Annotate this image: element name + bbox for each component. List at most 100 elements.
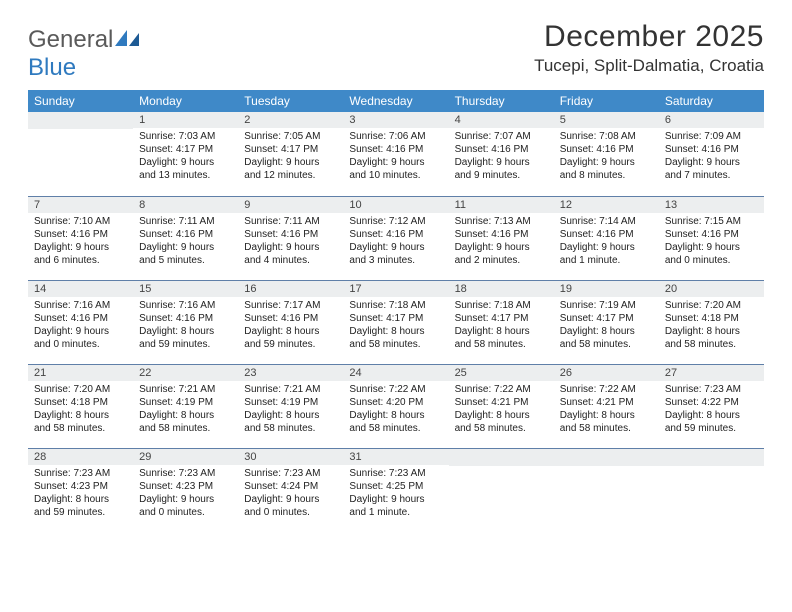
day-number: 27 <box>659 365 764 381</box>
day-line: Sunset: 4:16 PM <box>455 228 548 241</box>
day-number: 28 <box>28 449 133 465</box>
day-line: Daylight: 9 hours and 2 minutes. <box>455 241 548 267</box>
day-line: Sunrise: 7:16 AM <box>139 299 232 312</box>
day-line: Sunrise: 7:13 AM <box>455 215 548 228</box>
day-number: 14 <box>28 281 133 297</box>
day-body: Sunrise: 7:11 AMSunset: 4:16 PMDaylight:… <box>133 213 238 271</box>
day-line: Sunset: 4:18 PM <box>34 396 127 409</box>
day-number: 13 <box>659 197 764 213</box>
day-line: Daylight: 9 hours and 3 minutes. <box>349 241 442 267</box>
day-line: Daylight: 9 hours and 7 minutes. <box>665 156 758 182</box>
day-number: 21 <box>28 365 133 381</box>
day-number: 31 <box>343 449 448 465</box>
calendar-cell <box>554 448 659 532</box>
day-number: 24 <box>343 365 448 381</box>
day-line: Sunrise: 7:07 AM <box>455 130 548 143</box>
day-body: Sunrise: 7:22 AMSunset: 4:21 PMDaylight:… <box>554 381 659 439</box>
day-line: Sunset: 4:23 PM <box>139 480 232 493</box>
header: General Blue December 2025 Tucepi, Split… <box>28 20 764 82</box>
calendar-cell <box>659 448 764 532</box>
calendar-table: SundayMondayTuesdayWednesdayThursdayFrid… <box>28 90 764 532</box>
logo: General Blue <box>28 20 141 82</box>
day-line: Sunset: 4:19 PM <box>244 396 337 409</box>
day-line: Sunrise: 7:12 AM <box>349 215 442 228</box>
day-number <box>28 112 133 129</box>
calendar-cell: 13Sunrise: 7:15 AMSunset: 4:16 PMDayligh… <box>659 196 764 280</box>
day-line: Daylight: 8 hours and 58 minutes. <box>560 325 653 351</box>
day-number: 11 <box>449 197 554 213</box>
day-body: Sunrise: 7:20 AMSunset: 4:18 PMDaylight:… <box>28 381 133 439</box>
calendar-week: 1Sunrise: 7:03 AMSunset: 4:17 PMDaylight… <box>28 112 764 196</box>
calendar-cell: 3Sunrise: 7:06 AMSunset: 4:16 PMDaylight… <box>343 112 448 196</box>
day-line: Sunrise: 7:22 AM <box>560 383 653 396</box>
day-line: Daylight: 8 hours and 59 minutes. <box>139 325 232 351</box>
calendar-cell: 14Sunrise: 7:16 AMSunset: 4:16 PMDayligh… <box>28 280 133 364</box>
day-line: Sunrise: 7:08 AM <box>560 130 653 143</box>
day-body: Sunrise: 7:17 AMSunset: 4:16 PMDaylight:… <box>238 297 343 355</box>
day-line: Sunrise: 7:22 AM <box>349 383 442 396</box>
day-line: Daylight: 9 hours and 6 minutes. <box>34 241 127 267</box>
logo-word1: General <box>28 26 113 53</box>
day-number: 20 <box>659 281 764 297</box>
day-header: Tuesday <box>238 90 343 112</box>
calendar-cell: 30Sunrise: 7:23 AMSunset: 4:24 PMDayligh… <box>238 448 343 532</box>
day-line: Sunrise: 7:22 AM <box>455 383 548 396</box>
day-body: Sunrise: 7:08 AMSunset: 4:16 PMDaylight:… <box>554 128 659 186</box>
day-line: Sunset: 4:21 PM <box>455 396 548 409</box>
day-body: Sunrise: 7:07 AMSunset: 4:16 PMDaylight:… <box>449 128 554 186</box>
day-number: 17 <box>343 281 448 297</box>
calendar-cell: 23Sunrise: 7:21 AMSunset: 4:19 PMDayligh… <box>238 364 343 448</box>
day-line: Daylight: 8 hours and 58 minutes. <box>560 409 653 435</box>
calendar-cell: 25Sunrise: 7:22 AMSunset: 4:21 PMDayligh… <box>449 364 554 448</box>
day-line: Sunrise: 7:17 AM <box>244 299 337 312</box>
calendar-cell: 27Sunrise: 7:23 AMSunset: 4:22 PMDayligh… <box>659 364 764 448</box>
day-line: Sunset: 4:24 PM <box>244 480 337 493</box>
day-body: Sunrise: 7:20 AMSunset: 4:18 PMDaylight:… <box>659 297 764 355</box>
day-body: Sunrise: 7:23 AMSunset: 4:23 PMDaylight:… <box>28 465 133 523</box>
day-line: Sunset: 4:16 PM <box>560 228 653 241</box>
day-line: Sunset: 4:22 PM <box>665 396 758 409</box>
day-line: Sunrise: 7:03 AM <box>139 130 232 143</box>
day-line: Sunrise: 7:09 AM <box>665 130 758 143</box>
day-line: Daylight: 9 hours and 12 minutes. <box>244 156 337 182</box>
day-header: Thursday <box>449 90 554 112</box>
day-line: Sunrise: 7:20 AM <box>665 299 758 312</box>
calendar-cell: 28Sunrise: 7:23 AMSunset: 4:23 PMDayligh… <box>28 448 133 532</box>
day-line: Sunrise: 7:11 AM <box>244 215 337 228</box>
day-line: Daylight: 8 hours and 58 minutes. <box>665 325 758 351</box>
calendar-cell: 18Sunrise: 7:18 AMSunset: 4:17 PMDayligh… <box>449 280 554 364</box>
day-line: Daylight: 9 hours and 0 minutes. <box>244 493 337 519</box>
day-body: Sunrise: 7:16 AMSunset: 4:16 PMDaylight:… <box>133 297 238 355</box>
day-body: Sunrise: 7:18 AMSunset: 4:17 PMDaylight:… <box>449 297 554 355</box>
day-number: 5 <box>554 112 659 128</box>
day-body: Sunrise: 7:09 AMSunset: 4:16 PMDaylight:… <box>659 128 764 186</box>
calendar-cell: 1Sunrise: 7:03 AMSunset: 4:17 PMDaylight… <box>133 112 238 196</box>
day-number: 7 <box>28 197 133 213</box>
day-body: Sunrise: 7:12 AMSunset: 4:16 PMDaylight:… <box>343 213 448 271</box>
day-line: Daylight: 9 hours and 1 minute. <box>349 493 442 519</box>
day-body: Sunrise: 7:22 AMSunset: 4:20 PMDaylight:… <box>343 381 448 439</box>
day-line: Sunset: 4:16 PM <box>244 312 337 325</box>
day-line: Sunrise: 7:21 AM <box>139 383 232 396</box>
day-line: Sunrise: 7:23 AM <box>349 467 442 480</box>
day-number <box>659 449 764 466</box>
day-number: 15 <box>133 281 238 297</box>
day-line: Daylight: 9 hours and 0 minutes. <box>665 241 758 267</box>
calendar-cell: 24Sunrise: 7:22 AMSunset: 4:20 PMDayligh… <box>343 364 448 448</box>
day-body: Sunrise: 7:06 AMSunset: 4:16 PMDaylight:… <box>343 128 448 186</box>
day-line: Daylight: 8 hours and 58 minutes. <box>349 409 442 435</box>
calendar-cell: 17Sunrise: 7:18 AMSunset: 4:17 PMDayligh… <box>343 280 448 364</box>
day-number: 2 <box>238 112 343 128</box>
day-body: Sunrise: 7:15 AMSunset: 4:16 PMDaylight:… <box>659 213 764 271</box>
day-line: Sunset: 4:16 PM <box>455 143 548 156</box>
day-line: Sunrise: 7:18 AM <box>349 299 442 312</box>
calendar-cell: 4Sunrise: 7:07 AMSunset: 4:16 PMDaylight… <box>449 112 554 196</box>
day-line: Sunrise: 7:10 AM <box>34 215 127 228</box>
calendar-cell: 9Sunrise: 7:11 AMSunset: 4:16 PMDaylight… <box>238 196 343 280</box>
day-line: Sunset: 4:16 PM <box>665 143 758 156</box>
day-line: Sunset: 4:17 PM <box>244 143 337 156</box>
day-line: Daylight: 8 hours and 58 minutes. <box>139 409 232 435</box>
calendar-week: 28Sunrise: 7:23 AMSunset: 4:23 PMDayligh… <box>28 448 764 532</box>
day-number <box>449 449 554 466</box>
calendar-cell: 31Sunrise: 7:23 AMSunset: 4:25 PMDayligh… <box>343 448 448 532</box>
